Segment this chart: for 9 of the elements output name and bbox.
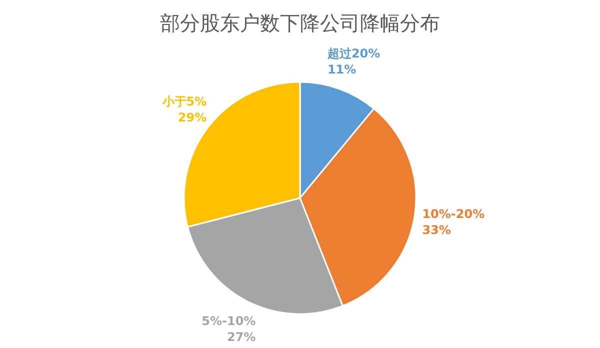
slice-label: 5%-10% [202,314,256,328]
slice-label: 小于5% [161,94,207,109]
data-label: 33% [422,222,451,237]
data-label: 27% [226,330,256,344]
slice-label: 超过20% [326,46,380,61]
data-label: 11% [327,62,356,77]
data-label: 29% [178,110,207,125]
chart-title: 部分股东户数下降公司降幅分布 [160,11,440,35]
slice-label: 10%-20% [422,206,485,221]
